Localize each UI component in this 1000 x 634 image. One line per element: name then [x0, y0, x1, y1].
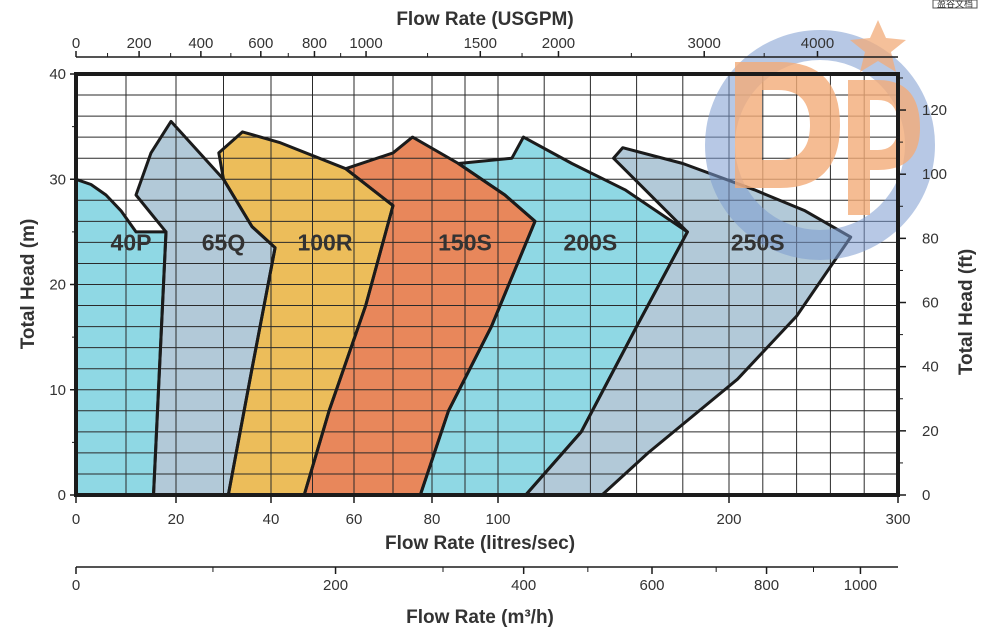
region-label-40p: 40P	[111, 229, 152, 255]
x-bottom2-tick-label: 200	[323, 577, 348, 594]
x-top-tick-label: 3000	[688, 35, 721, 52]
x-bottom2-tick-label: 0	[72, 577, 80, 594]
x-bottom-tick-label: 20	[168, 511, 185, 528]
corner-stamp: 盈谷文档	[937, 0, 973, 9]
x-bottom-axis-title: Flow Rate (litres/sec)	[385, 533, 575, 554]
region-label-65q: 65Q	[202, 229, 245, 255]
x-top-tick-label: 4000	[801, 35, 834, 52]
region-label-100r: 100R	[297, 229, 352, 255]
region-40p	[76, 179, 166, 496]
watermark-star	[850, 20, 906, 72]
region-65q	[136, 121, 276, 496]
y-left-tick-label: 20	[49, 277, 66, 294]
x-top-tick-label: 200	[127, 35, 152, 52]
x-bottom2-tick-label: 600	[639, 577, 664, 594]
y-right-tick-label: 40	[922, 359, 939, 376]
watermark-letter-d	[735, 62, 840, 188]
x-bottom-tick-label: 60	[346, 511, 363, 528]
x-top-tick-label: 600	[248, 35, 273, 52]
x-bottom2-tick-label: 400	[511, 577, 536, 594]
y-left-tick-label: 30	[49, 171, 66, 188]
x-top-tick-label: 800	[302, 35, 327, 52]
corner-stamp-box	[932, 0, 978, 9]
watermark-letter-p	[848, 80, 920, 215]
x-bottom2-axis-title: Flow Rate (m³/h)	[406, 607, 554, 628]
x-top-tick-label: 400	[188, 35, 213, 52]
y-right-tick-label: 80	[922, 230, 939, 247]
x-top-tick-label: 0	[72, 35, 80, 52]
region-labels-layer: 40P 65Q 100R 150S 200S 250S	[111, 229, 785, 255]
x-bottom-tick-label: 200	[716, 511, 741, 528]
watermark-circle	[705, 30, 935, 260]
y-right-tick-label: 0	[922, 487, 930, 504]
y-left-tick-label: 10	[49, 382, 66, 399]
region-label-200s: 200S	[564, 229, 618, 255]
y-left-tick-label: 40	[49, 66, 66, 83]
watermark-logo	[705, 20, 935, 260]
region-150s	[304, 137, 535, 495]
x-top-axis-title: Flow Rate (USGPM)	[396, 9, 573, 30]
y-left-axis-title: Total Head (m)	[18, 219, 39, 350]
y-right-tick-label: 100	[922, 166, 947, 183]
x-bottom-tick-label: 300	[885, 511, 910, 528]
y-right-tick-label: 120	[922, 102, 947, 119]
region-label-250s: 250S	[731, 229, 785, 255]
region-outline-250s	[524, 146, 853, 497]
region-100r	[218, 131, 393, 495]
region-200s	[420, 137, 688, 495]
y-right-axis-title: Total Head (ft)	[956, 249, 977, 375]
x-bottom2-tick-label: 1000	[844, 577, 877, 594]
x-top-tick-label: 2000	[542, 35, 575, 52]
y-right-tick-label: 20	[922, 423, 939, 440]
x-bottom-tick-label: 40	[263, 511, 280, 528]
y-left-tick-label: 0	[58, 487, 66, 504]
region-label-150s: 150S	[438, 229, 492, 255]
x-bottom-tick-label: 100	[485, 511, 510, 528]
x-bottom2-tick-label: 800	[754, 577, 779, 594]
x-bottom-tick-label: 80	[424, 511, 441, 528]
x-top-tick-label: 1000	[349, 35, 382, 52]
grid-layer	[76, 74, 898, 495]
x-top-tick-label: 1500	[464, 35, 497, 52]
y-right-tick-label: 60	[922, 295, 939, 312]
x-bottom-tick-label: 0	[72, 511, 80, 528]
regions-layer	[76, 121, 851, 496]
